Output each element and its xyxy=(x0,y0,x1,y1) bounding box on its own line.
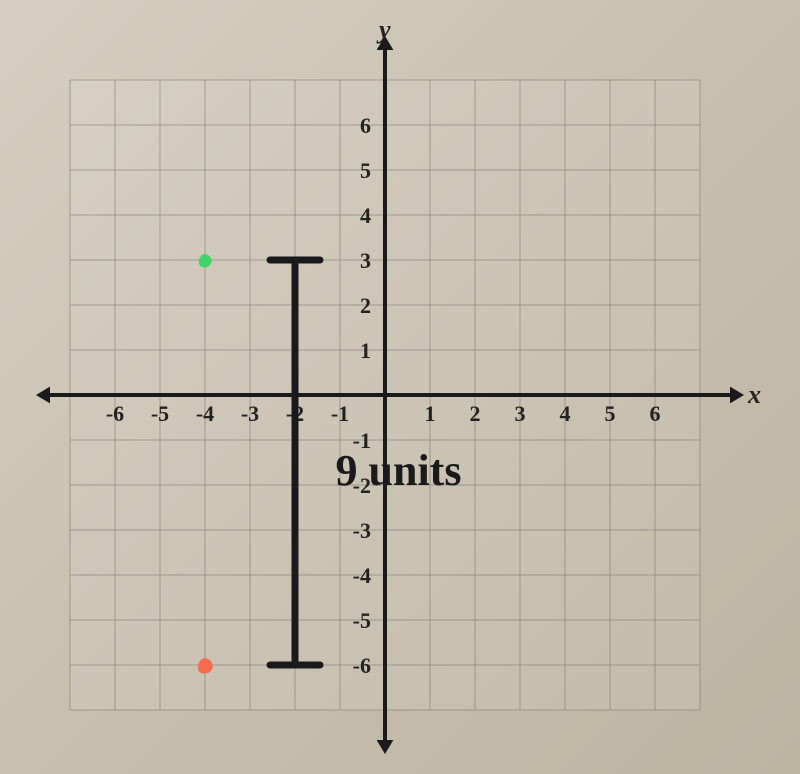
x-tick-label: 1 xyxy=(425,401,436,426)
y-tick-label: 5 xyxy=(360,158,371,183)
y-tick-label: -6 xyxy=(353,653,371,678)
annotation-label: 9 units xyxy=(336,446,462,495)
x-tick-label: 2 xyxy=(470,401,481,426)
x-tick-label: 3 xyxy=(515,401,526,426)
y-tick-label: 2 xyxy=(360,293,371,318)
point-A xyxy=(200,255,211,266)
y-tick-label: 3 xyxy=(360,248,371,273)
x-tick-label: -6 xyxy=(106,401,124,426)
x-tick-label: 5 xyxy=(605,401,616,426)
coordinate-chart: -6-5-4-3-2-1123456-6-5-4-3-2-1123456 x y… xyxy=(0,0,800,774)
point-B xyxy=(199,659,212,673)
x-tick-label: 6 xyxy=(650,401,661,426)
x-axis-label: x xyxy=(747,380,761,409)
y-tick-label: -4 xyxy=(353,563,371,588)
x-tick-label: 4 xyxy=(560,401,571,426)
x-tick-label: -5 xyxy=(151,401,169,426)
y-tick-label: 4 xyxy=(360,203,371,228)
x-tick-label: -4 xyxy=(196,401,214,426)
y-tick-label: -5 xyxy=(353,608,371,633)
y-tick-label: 6 xyxy=(360,113,371,138)
y-tick-label: 1 xyxy=(360,338,371,363)
x-tick-label: -1 xyxy=(331,401,349,426)
y-axis-label: y xyxy=(376,15,391,44)
x-tick-label: -3 xyxy=(241,401,259,426)
y-tick-label: -3 xyxy=(353,518,371,543)
